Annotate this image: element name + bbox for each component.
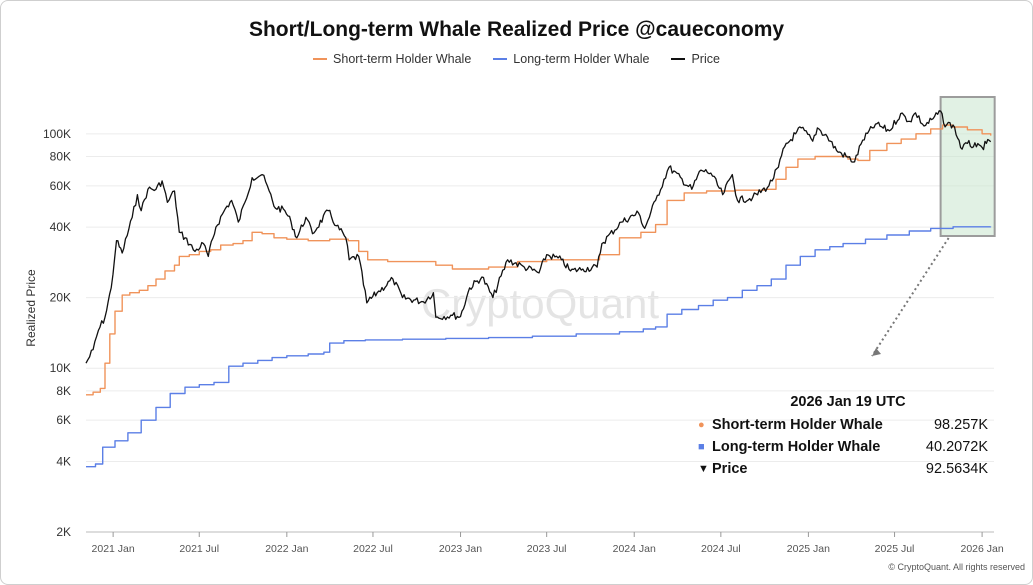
y-axis: 2K 4K 6K 8K 10K 20K 40K 60K 80K 100K [43,127,71,539]
legend-label-price: Price [691,52,720,66]
y-axis-title: Realized Price [24,269,38,347]
tooltip-row-long-term: ■ Long-term Holder Whale 40.2072K [698,436,988,458]
tooltip-name-short-term: Short-term Holder Whale [712,417,883,433]
y-tick-80K: 80K [50,150,71,164]
legend-item-long-term[interactable]: Long-term Holder Whale [493,52,649,66]
tooltip-name-price: Price [712,461,748,477]
legend-item-price[interactable]: Price [671,52,720,66]
series-layer [85,110,992,468]
annotation-arrow [871,237,950,357]
y-tick-20K: 20K [50,291,71,305]
x-axis: 2021 Jan 2021 Jul 2022 Jan 2022 Jul 2023 Jan… [86,531,1004,555]
tooltip-value-short-term: 98.257K [933,417,988,433]
legend-swatch-short-term [313,58,328,60]
tooltip-value-long-term: 40.2072K [925,439,988,455]
chart-legend: Short-term Holder Whale Long-term Holder… [0,52,1033,66]
y-tick-60K: 60K [50,179,71,193]
y-tick-40K: 40K [50,220,71,234]
tooltip-marker-long-term: ■ [698,441,705,453]
tooltip-row-price: ▼ Price 92.5634K [698,458,988,480]
tooltip: 2026 Jan 19 UTC ● Short-term Holder Whal… [698,394,988,480]
y-tick-2K: 2K [56,525,71,539]
x-tick-2026-Jan: 2026 Jan [960,543,1003,555]
legend-label-long-term: Long-term Holder Whale [513,52,650,66]
x-tick-2023-Jan: 2023 Jan [439,543,482,555]
tooltip-marker-short-term: ● [698,419,705,431]
y-tick-4K: 4K [56,454,71,468]
legend-swatch-price [671,58,686,60]
tooltip-name-long-term: Long-term Holder Whale [712,439,881,455]
y-tick-6K: 6K [56,413,71,427]
annotation-line [871,237,950,357]
y-tick-10K: 10K [50,361,71,375]
tooltip-date: 2026 Jan 19 UTC [790,394,906,410]
series-line-long-term [86,226,992,468]
tooltip-marker-price: ▼ [698,463,709,475]
watermark: CryptoQuant [421,280,659,327]
x-tick-2024-Jan: 2024 Jan [613,543,656,555]
series-line-short-term [86,124,992,396]
y-tick-8K: 8K [56,384,71,398]
legend-swatch-long-term [493,58,508,60]
chart-title: Short/Long-term Whale Realized Price @ca… [248,18,785,41]
tooltip-row-short-term: ● Short-term Holder Whale 98.257K [698,414,988,436]
series-line-price [85,110,992,364]
x-tick-2021-Jan: 2021 Jan [92,543,135,555]
tooltip-value-price: 92.5634K [925,461,988,477]
x-tick-2022-Jan: 2022 Jan [265,543,308,555]
x-tick-2023-Jul: 2023 Jul [527,543,567,555]
legend-label-short-term: Short-term Holder Whale [333,52,472,66]
highlight-box [939,96,996,237]
x-tick-2025-Jan: 2025 Jan [787,543,830,555]
y-tick-100K: 100K [43,127,71,141]
x-tick-2022-Jul: 2022 Jul [353,543,393,555]
highlight-range [939,96,996,237]
x-tick-2021-Jul: 2021 Jul [179,543,219,555]
copyright-text: © CryptoQuant. All rights reserved [888,562,1025,572]
legend-item-short-term[interactable]: Short-term Holder Whale [313,52,471,66]
x-tick-2025-Jul: 2025 Jul [875,543,915,555]
annotation-arrowhead [872,348,881,356]
x-tick-2024-Jul: 2024 Jul [701,543,741,555]
